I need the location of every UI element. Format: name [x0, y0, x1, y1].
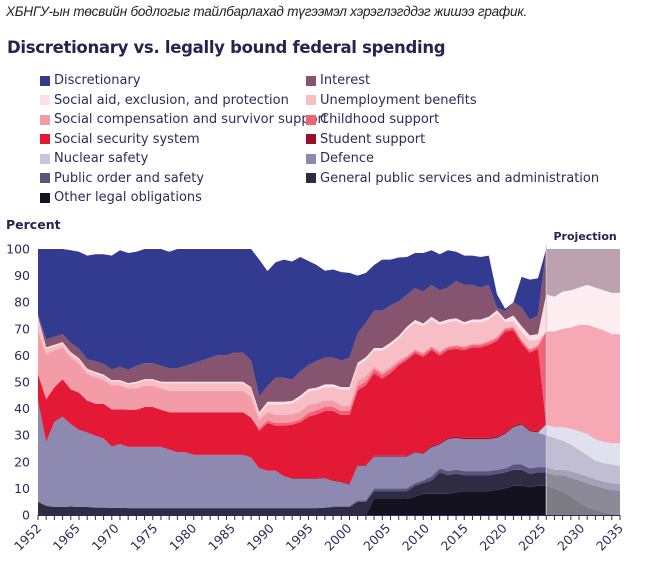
x-tick-label: 1990 — [244, 520, 277, 553]
legend-label: Student support — [320, 131, 426, 147]
chart-title: Discretionary vs. legally bound federal … — [7, 38, 446, 57]
legend-swatch — [306, 75, 316, 86]
area-other-legal-obligations — [38, 485, 620, 515]
x-tick-label: 1970 — [89, 520, 122, 553]
legend-item[interactable]: Nuclear safety — [40, 151, 148, 166]
x-tick-label: 2020 — [477, 520, 510, 553]
y-tick-label: 80 — [14, 295, 30, 310]
x-tick-label: 2030 — [554, 520, 587, 553]
legend-item[interactable]: Social aid, exclusion, and protection — [40, 93, 289, 108]
projection-overlay — [546, 249, 620, 515]
legend-label: Childhood support — [320, 112, 440, 127]
legend-item[interactable]: Unemployment benefits — [306, 93, 477, 108]
legend-item[interactable]: Public order and safety — [40, 171, 204, 186]
x-tick-label: 2025 — [515, 521, 548, 554]
legend-label: Public order and safety — [54, 170, 205, 186]
x-tick-label: 2010 — [399, 520, 432, 553]
x-tick-label: 2005 — [360, 521, 393, 554]
area-interest — [38, 249, 620, 413]
y-tick-label: 60 — [14, 348, 30, 363]
area-discretionary — [38, 249, 620, 397]
legend-swatch — [40, 95, 50, 105]
projection-label: Projection — [554, 230, 617, 243]
y-tick-label: 10 — [14, 481, 30, 496]
legend-item[interactable]: Interest — [306, 73, 370, 88]
y-tick-label: 70 — [14, 321, 30, 336]
y-tick-label: 20 — [14, 454, 30, 469]
x-tick-label: 1965 — [50, 521, 83, 554]
legend-label: General public services and administrati… — [320, 170, 600, 186]
legend-label: Social aid, exclusion, and protection — [54, 92, 289, 108]
area-social-security-system — [38, 330, 620, 485]
x-tick-label: 1985 — [205, 521, 238, 554]
y-tick-label: 0 — [22, 508, 30, 523]
y-axis-label: Percent — [6, 217, 61, 232]
legend-item[interactable]: Childhood support — [306, 112, 439, 127]
legend-label: Nuclear safety — [54, 151, 149, 166]
area-social-compensation-and-survivor-support — [38, 324, 620, 429]
x-tick-label: 2035 — [593, 521, 626, 554]
y-tick-label: 40 — [14, 401, 30, 416]
x-tick-label: 1980 — [166, 520, 199, 553]
x-tick-label: 2000 — [321, 520, 354, 553]
area-unemployment-benefits — [38, 312, 620, 421]
legend-swatch — [306, 153, 316, 164]
legend-item[interactable]: Social compensation and survivor support — [40, 112, 328, 127]
legend-swatch — [306, 173, 316, 183]
area-childhood-support — [38, 324, 620, 444]
legend-swatch — [306, 134, 316, 144]
y-tick-label: 90 — [14, 268, 30, 283]
x-tick-label: 1995 — [283, 521, 316, 554]
legend-item[interactable]: Defence — [306, 151, 374, 166]
caption: ХБНГУ-ын төсвийн бодлогыг тайлбарлахад т… — [6, 4, 528, 19]
legend-item[interactable]: Discretionary — [40, 73, 141, 88]
area-social-aid-exclusion-and-protection — [38, 284, 620, 415]
x-tick-label: 1952 — [11, 521, 44, 554]
legend-label: Unemployment benefits — [320, 92, 477, 108]
legend-label: Interest — [320, 73, 371, 88]
legend-swatch — [40, 75, 50, 86]
legend-swatch — [40, 153, 50, 164]
legend-swatch — [306, 114, 316, 125]
legend-swatch — [40, 192, 50, 203]
legend-swatch — [40, 173, 50, 183]
legend-label: Social security system — [54, 131, 200, 147]
legend-item[interactable]: Other legal obligations — [40, 190, 202, 205]
y-tick-label: 100 — [6, 242, 30, 257]
legend-label: Other legal obligations — [54, 190, 202, 205]
legend-label: Defence — [320, 151, 374, 166]
legend-label: Social compensation and survivor support — [54, 112, 328, 127]
legend-item[interactable]: Social security system — [40, 132, 200, 147]
y-tick-label: 30 — [14, 428, 30, 443]
legend-swatch — [40, 114, 50, 125]
y-tick-label: 50 — [14, 375, 30, 390]
x-tick-label: 1975 — [127, 521, 160, 554]
area-general-public-services-and-administration — [38, 469, 620, 515]
legend-swatch — [40, 134, 50, 144]
legend-item[interactable]: Student support — [306, 132, 425, 147]
legend-label: Discretionary — [54, 73, 141, 88]
legend-swatch — [306, 95, 316, 105]
x-tick-label: 2015 — [438, 521, 471, 554]
area-defence — [38, 400, 620, 509]
legend-item[interactable]: General public services and administrati… — [306, 171, 599, 186]
